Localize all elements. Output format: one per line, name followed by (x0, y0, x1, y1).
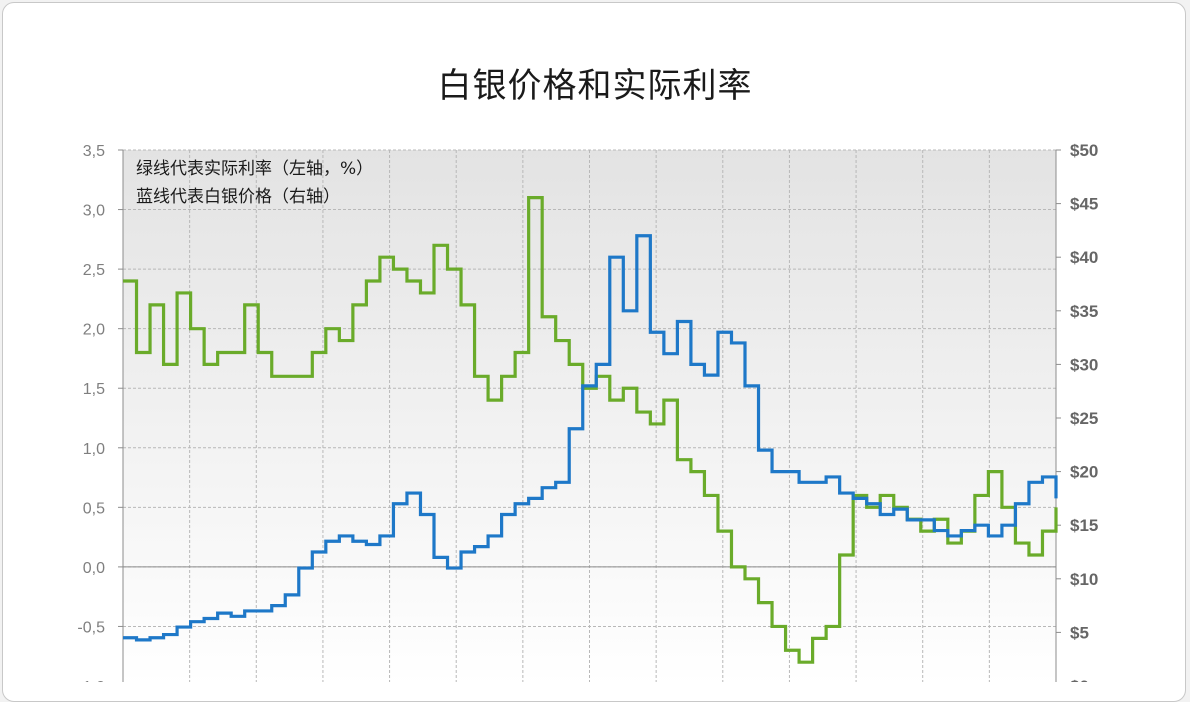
series-group (123, 196, 1058, 664)
right-tick-label: $45 (1070, 195, 1098, 214)
gridlines (122, 149, 1057, 682)
right-tick-label: $25 (1070, 409, 1098, 428)
left-tick-label: -0,5 (77, 619, 105, 636)
annotation-rate: 绿线代表实际利率（左轴，%） (136, 159, 373, 179)
annotation-silver: 蓝线代表白银价格（右轴） (136, 187, 340, 207)
chart-title: 白银价格和实际利率 (437, 66, 753, 106)
right-tick-label: $50 (1070, 141, 1098, 160)
series-line-silver-price (123, 234, 1058, 642)
left-tick-label: 0,5 (83, 500, 105, 517)
left-tick-label: 1,5 (83, 381, 105, 398)
left-tick-label: -1,0 (77, 679, 105, 682)
right-tick-label: $10 (1070, 570, 1098, 589)
right-tick-label: $0 (1070, 677, 1089, 682)
left-tick-label: 2,5 (83, 262, 105, 279)
right-tick-label: $5 (1070, 623, 1089, 642)
right-tick-label: $20 (1070, 463, 1098, 482)
right-tick-label: $40 (1070, 248, 1098, 267)
left-tick-label: 2,0 (83, 322, 105, 339)
left-tick-label: 3,5 (83, 143, 105, 160)
right-tick-label: $35 (1070, 302, 1098, 321)
left-axis: 3,5 3,0 2,5 2,0 1,5 1,0 0,5 0,0 -0,5 -1,0 (77, 143, 123, 682)
chart-svg: 3,53,02,52,01,51,00,50,0-0,5-1,0 $50$45$… (77, 141, 1098, 682)
right-tick-label: $30 (1070, 355, 1098, 374)
left-tick-label: 3,0 (83, 203, 105, 220)
left-tick-label: 0,0 (83, 560, 105, 577)
right-axis: $50 $45 $40 $35 $30 $25 $20 $15 $10 $5 $0 (1056, 141, 1098, 682)
left-tick-label: 1,0 (83, 441, 105, 458)
right-tick-label: $15 (1070, 516, 1098, 535)
